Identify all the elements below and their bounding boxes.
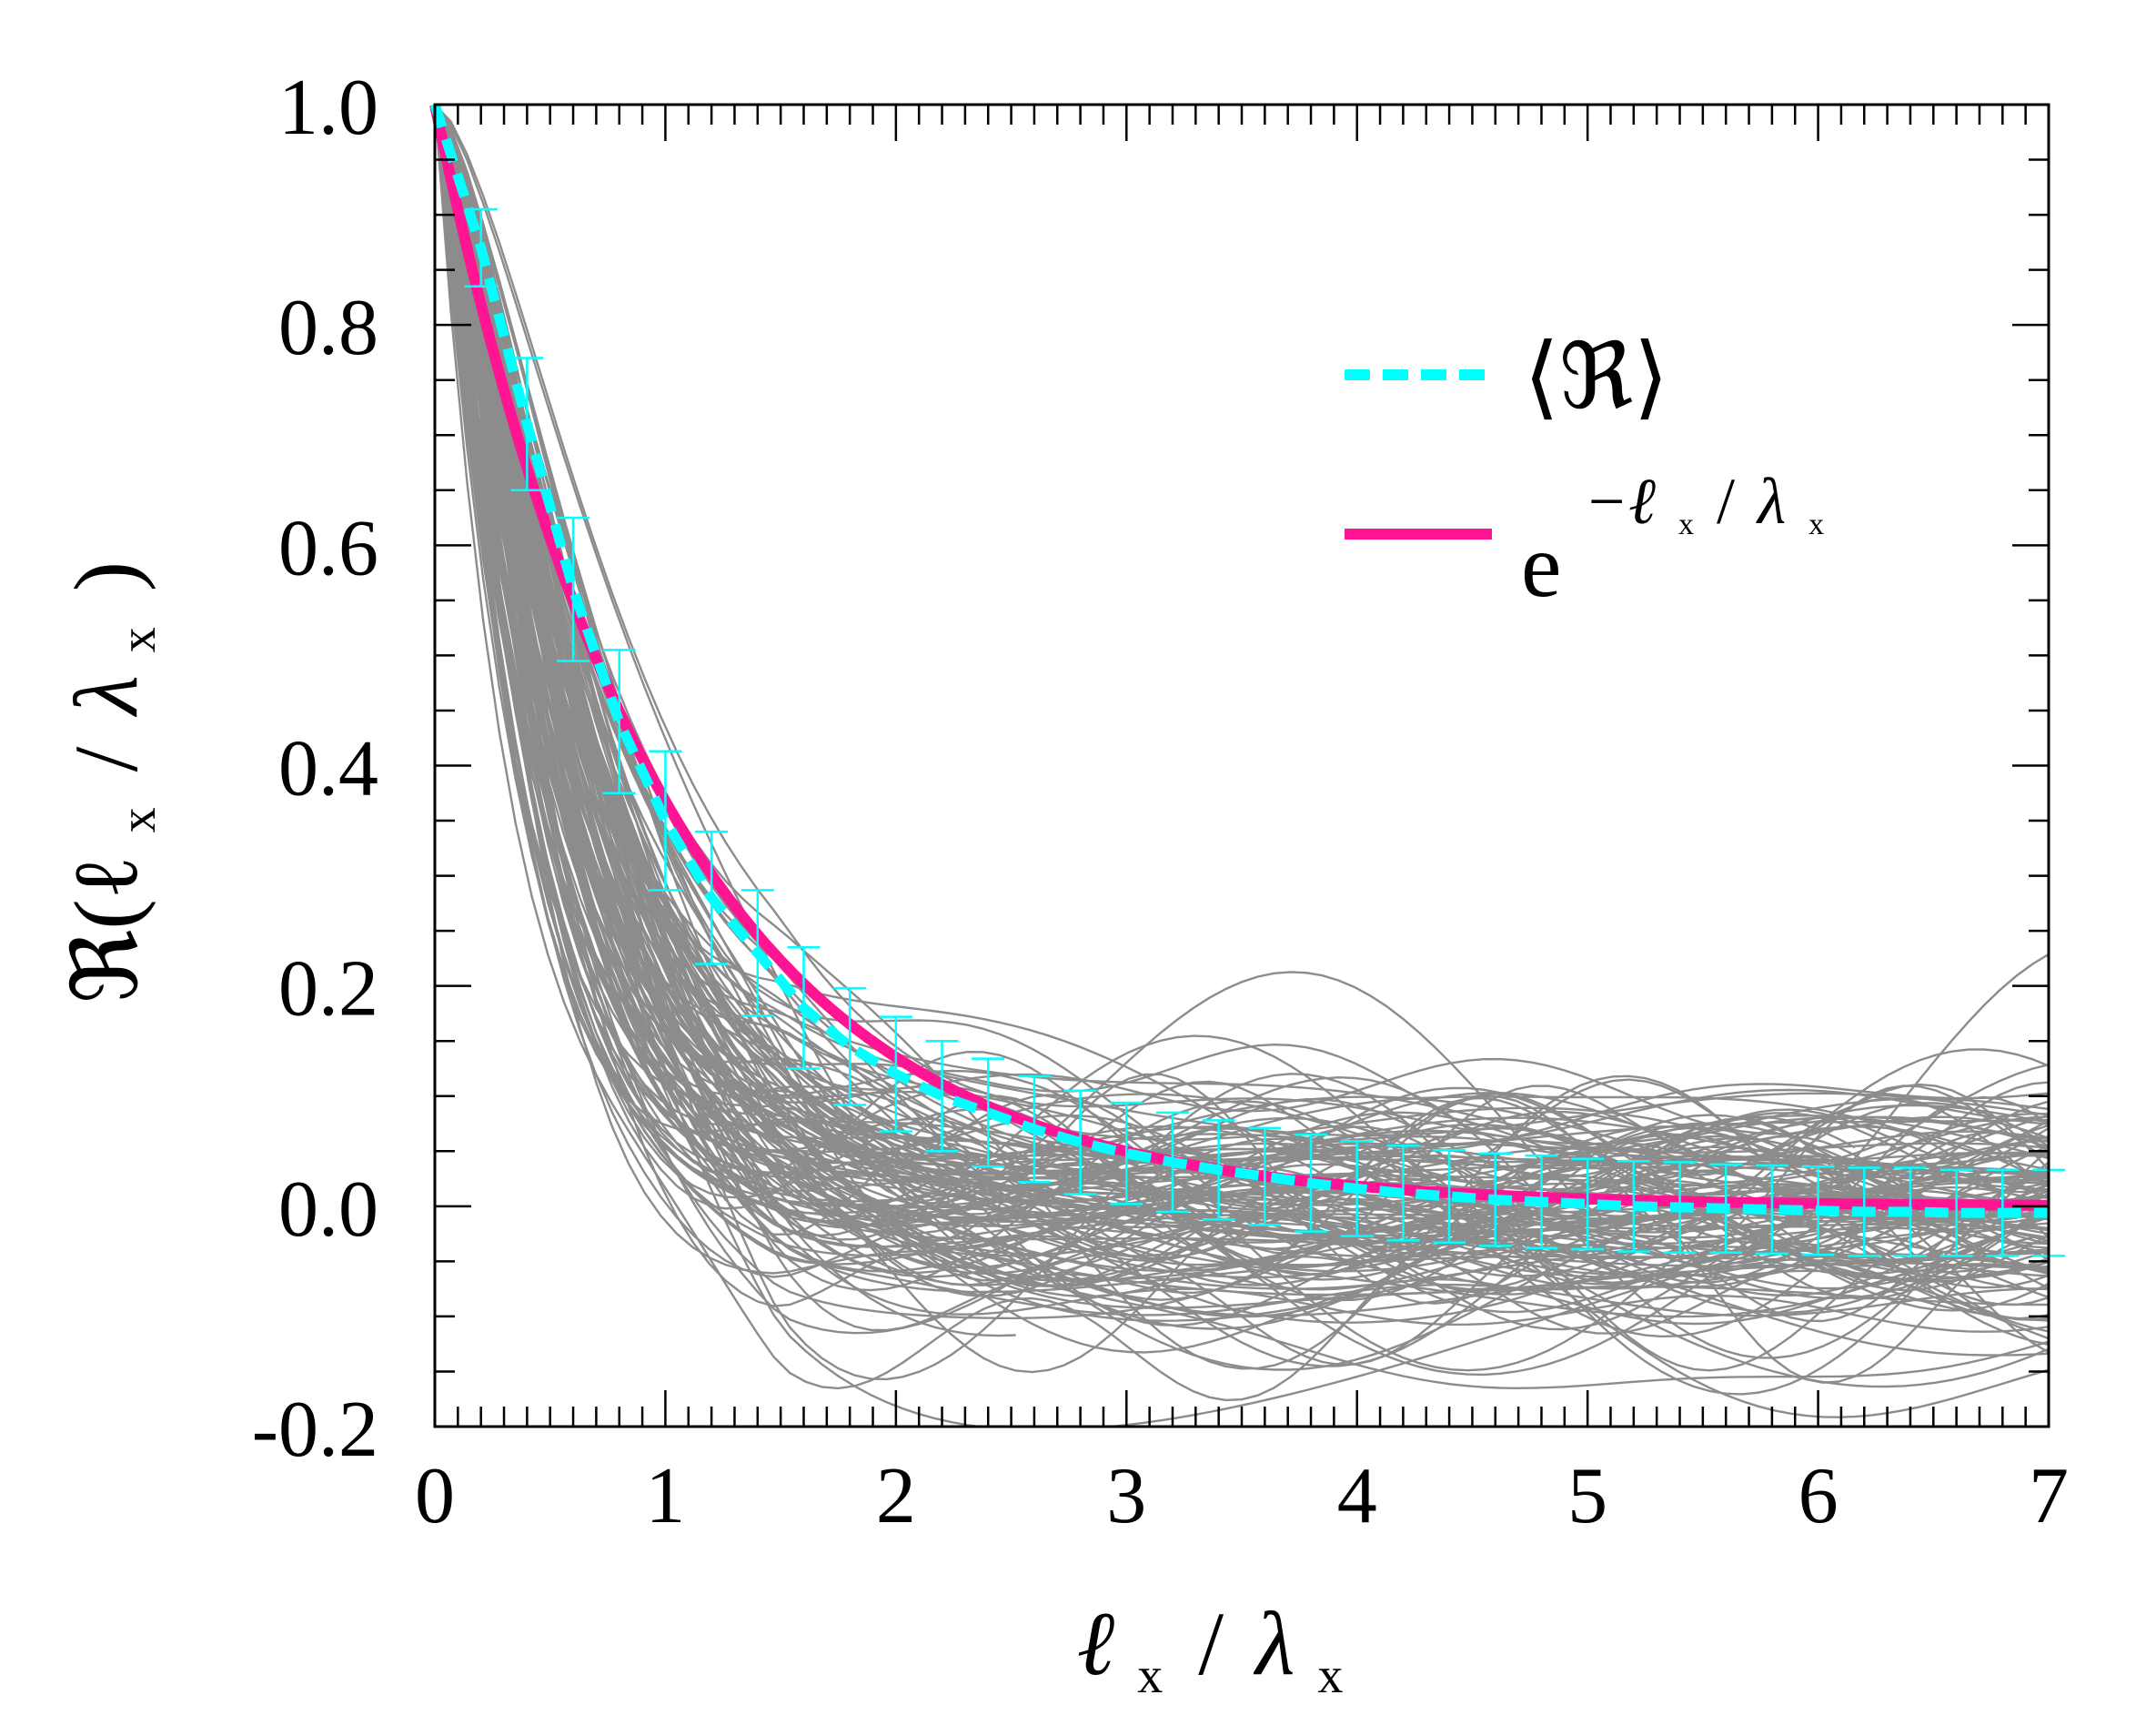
sample-curve — [435, 105, 2049, 1286]
y-tick-label: 0.4 — [278, 725, 378, 813]
y-title-close: ) — [55, 561, 156, 591]
sample-curve — [435, 105, 2049, 1221]
y-title-slash: / — [55, 746, 156, 772]
x-title-slash: / — [1198, 1593, 1224, 1694]
y-tick-label: 1.0 — [278, 64, 378, 152]
sample-curve — [435, 105, 2049, 1265]
legend-fit-exp: −ℓ — [1584, 465, 1656, 538]
legend-mean-label: ⟨ℜ⟩ — [1524, 327, 1668, 428]
legend-fit-exp-slash: / — [1717, 465, 1735, 538]
y-tick-label: 0.2 — [278, 945, 378, 1034]
sample-curve — [435, 105, 2049, 1189]
x-title-ell: ℓ — [1077, 1593, 1115, 1694]
sample-curve — [435, 105, 2049, 1181]
x-tick-label: 4 — [1337, 1452, 1377, 1540]
sample-curve — [435, 105, 2049, 1306]
mean-curve — [429, 103, 2049, 1218]
x-title-lambda: λ — [1253, 1593, 1295, 1694]
axes: 0 1 2 3 4 5 6 7 -0.2 0.0 0.2 0.4 0.6 0.8 1.0 — [252, 64, 2069, 1540]
sample-curve — [435, 105, 2049, 1224]
legend-fit-label: e −ℓ x / λ x — [1521, 442, 1824, 616]
sample-curve — [435, 105, 2049, 1273]
x-tick-label: 5 — [1567, 1452, 1607, 1540]
y-title-sub1: x — [110, 807, 166, 832]
x-tick-label: 0 — [415, 1452, 455, 1540]
sample-curve — [435, 105, 2049, 1281]
legend-fit-base: e — [1521, 515, 1561, 616]
sample-curve — [435, 105, 2049, 1222]
x-title-sub1: x — [1137, 1648, 1163, 1704]
sample-curve — [435, 105, 2049, 1273]
mean-curve-layer — [429, 103, 2049, 1218]
sample-curve — [435, 105, 2049, 1267]
sample-curve — [435, 105, 2049, 1273]
sample-curve — [435, 105, 2049, 1220]
sample-curve — [435, 105, 2049, 1256]
sample-curve — [435, 105, 2049, 1359]
sample-curve — [435, 105, 2049, 1335]
sample-curve — [435, 105, 2049, 1289]
x-tick-label: 1 — [645, 1452, 685, 1540]
sample-curve — [435, 105, 2049, 1317]
sample-curve — [435, 105, 2049, 1181]
x-tick-label: 2 — [876, 1452, 916, 1540]
x-tick-label: 7 — [2029, 1452, 2069, 1540]
sample-curve — [435, 105, 2049, 1324]
sample-curve — [435, 105, 2049, 1418]
y-title-lambda: λ — [55, 675, 156, 717]
sample-curve — [435, 105, 2049, 1262]
y-title-main: ℜ(ℓ — [55, 855, 156, 1004]
sample-curve — [435, 105, 2049, 1290]
x-title-sub2: x — [1317, 1648, 1343, 1704]
y-title-sub2: x — [110, 627, 166, 652]
sample-curve — [435, 105, 2049, 1279]
x-tick-label: 6 — [1798, 1452, 1839, 1540]
legend: ⟨ℜ⟩ e −ℓ x / λ x — [1345, 327, 1824, 616]
sample-curve — [435, 105, 2049, 1217]
sample-curve — [435, 105, 2049, 1396]
sample-curve — [435, 105, 2049, 1260]
y-tick-label: 0.6 — [278, 504, 378, 592]
sample-curve — [435, 105, 2049, 1309]
y-tick-label: 0.0 — [278, 1165, 378, 1254]
sample-curve — [435, 105, 2049, 1374]
y-tick-label: -0.2 — [252, 1386, 378, 1474]
sample-curves — [435, 105, 2049, 1427]
y-axis-title: ℜ(ℓ x / λ x ) — [55, 561, 175, 1004]
x-tick-label: 3 — [1106, 1452, 1146, 1540]
legend-fit-exp-sub2: x — [1808, 508, 1824, 541]
sample-curve — [435, 105, 2049, 1266]
y-tick-label: 0.8 — [278, 284, 378, 372]
x-axis-title: ℓ x / λ x — [1077, 1593, 1344, 1712]
legend-fit-exp-sub1: x — [1678, 508, 1694, 541]
legend-fit-exp-lambda: λ — [1756, 465, 1786, 538]
